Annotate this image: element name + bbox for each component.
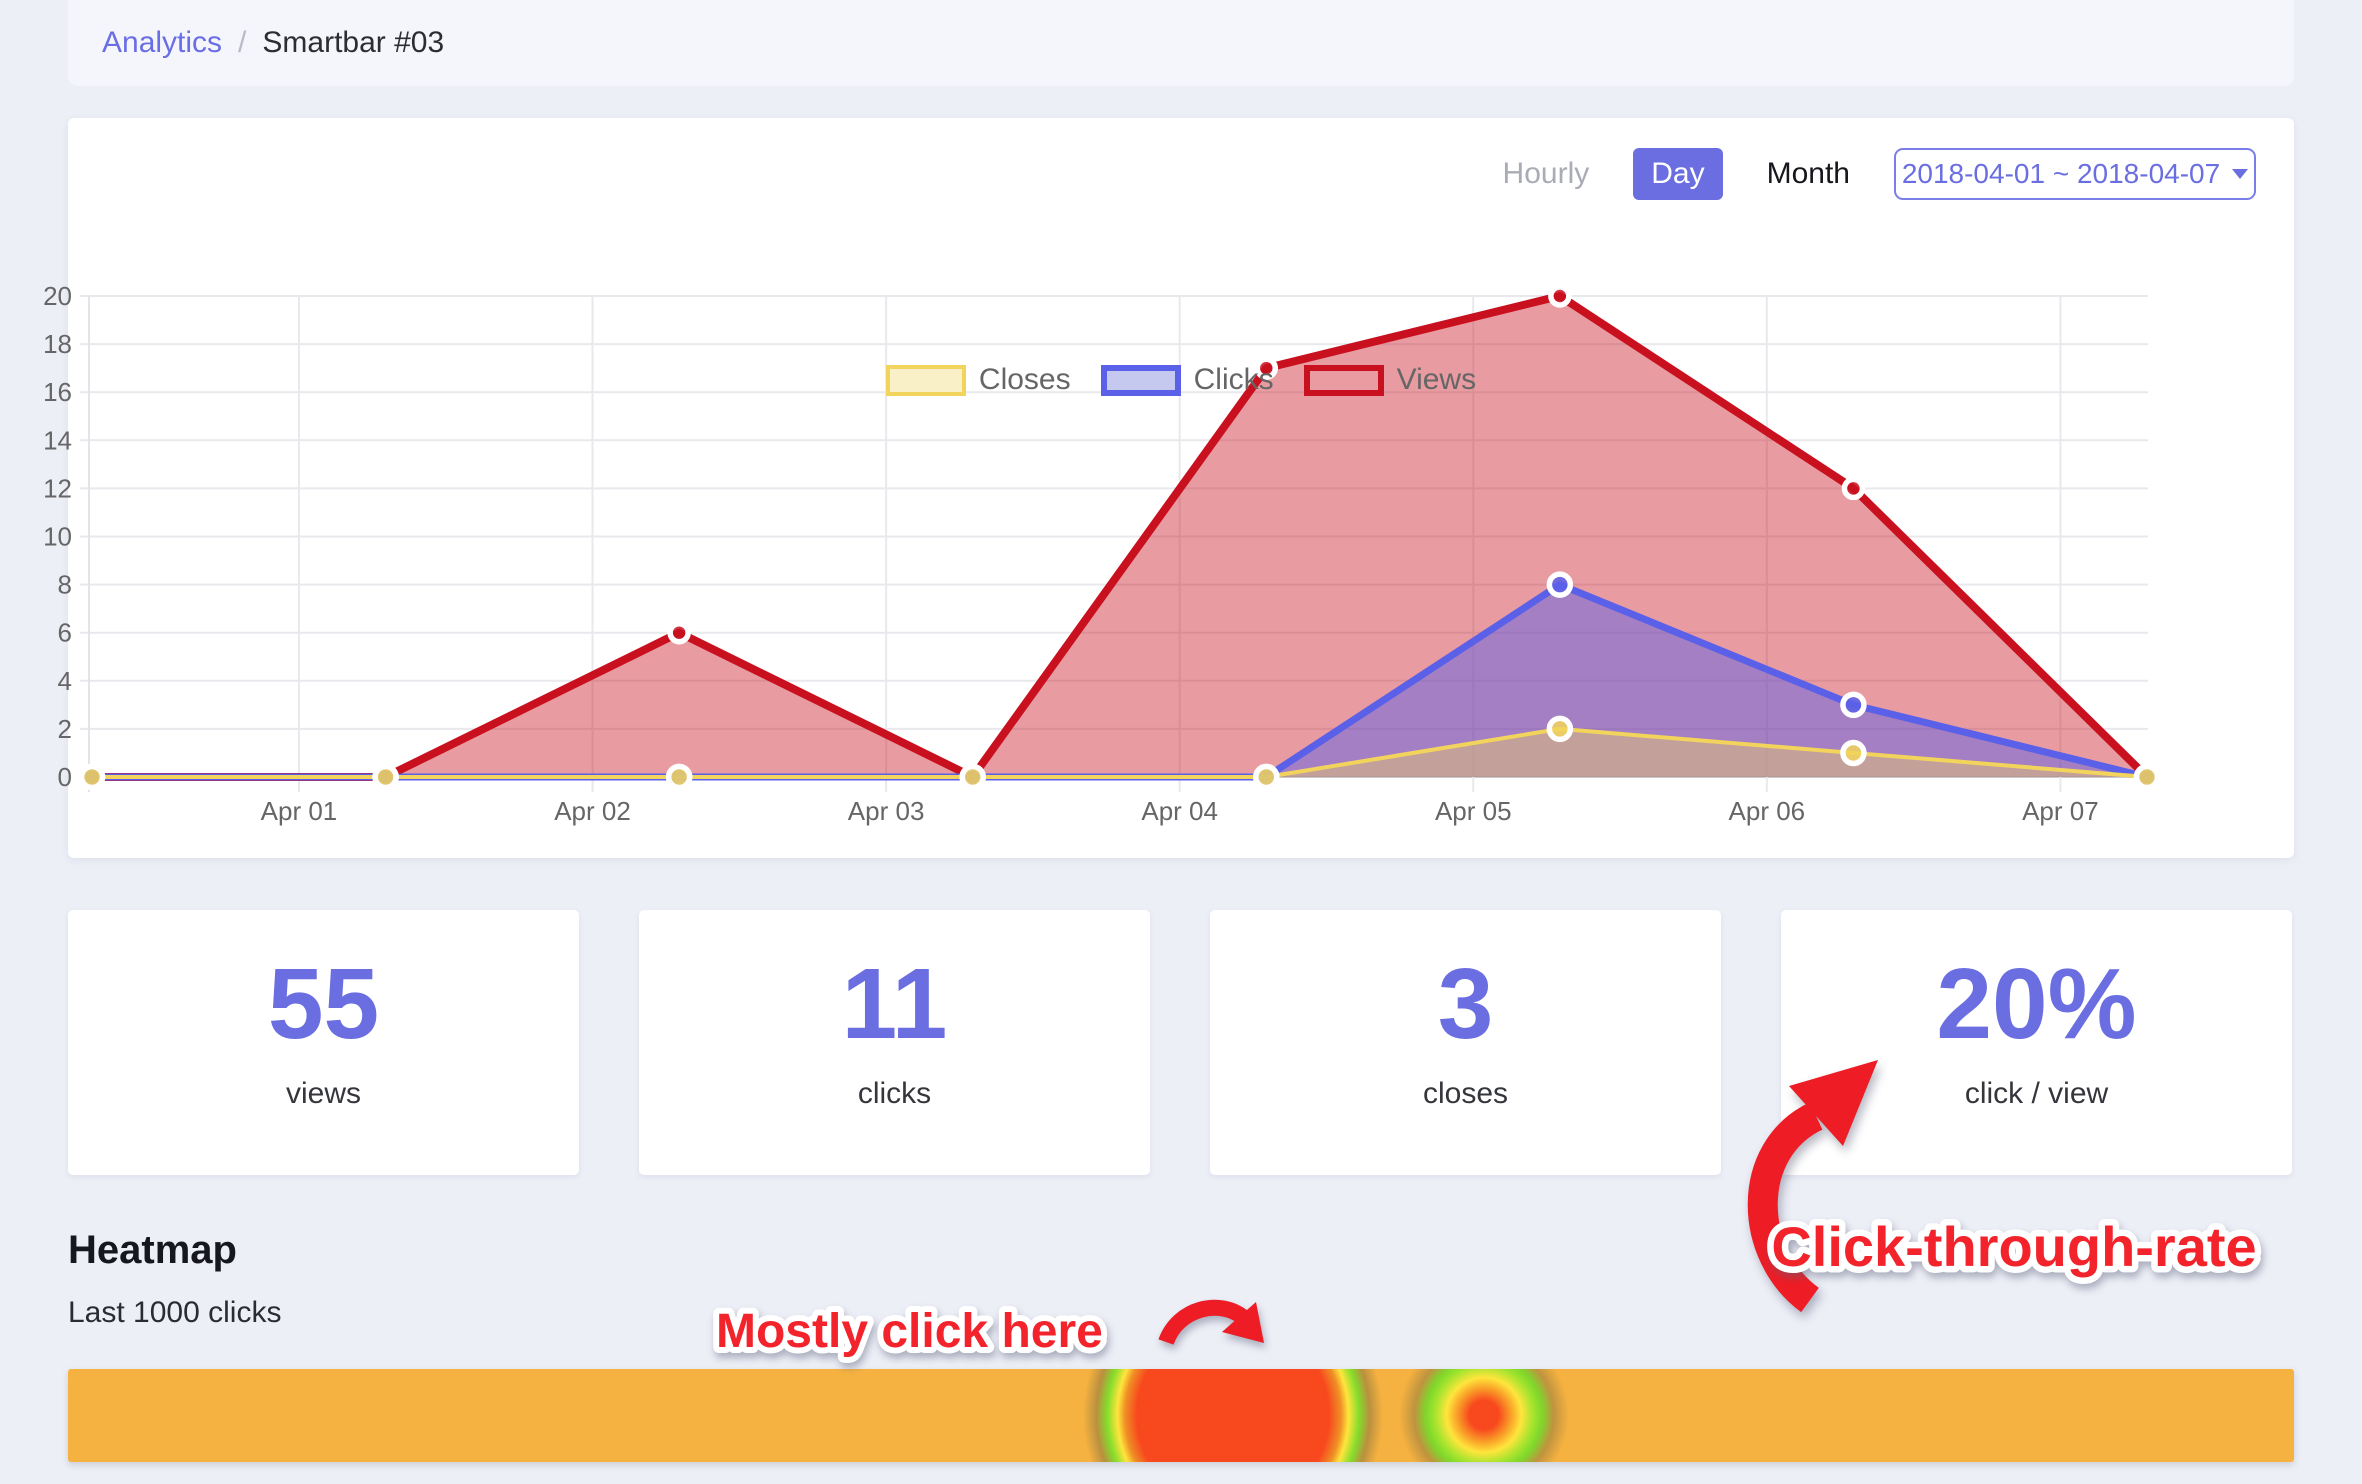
mostly-click-arrowhead-icon: [1222, 1302, 1264, 1343]
breadcrumb-link-analytics[interactable]: Analytics: [102, 26, 223, 59]
click-through-rate-annotation: Click-through-rate: [1771, 1215, 2256, 1278]
date-range-value: 2018-04-01 ~ 2018-04-07: [1901, 158, 2221, 189]
svg-text:4: 4: [58, 666, 72, 696]
svg-text:20: 20: [43, 281, 72, 311]
stats-row: 55 views 11 clicks 3 closes 20% click / …: [68, 910, 2294, 1175]
svg-text:Apr 03: Apr 03: [848, 796, 925, 826]
legend-label-views: Views: [1396, 363, 1477, 396]
svg-text:Apr 05: Apr 05: [1435, 796, 1512, 826]
closes-label: closes: [1422, 1077, 1509, 1110]
chevron-down-icon: [2232, 169, 2249, 179]
views-count: 55: [267, 948, 380, 1060]
svg-text:12: 12: [43, 473, 72, 503]
views-label: views: [285, 1077, 361, 1110]
svg-text:Apr 07: Apr 07: [2022, 796, 2099, 826]
legend-label-clicks: Clicks: [1193, 363, 1274, 396]
legend-swatch-views: [1303, 364, 1384, 396]
heatmap-hotspot-large: [1083, 1369, 1383, 1462]
svg-text:16: 16: [43, 377, 72, 407]
stat-card-ctr: 20% click / view: [1781, 910, 2292, 1175]
ctr-label: click / view: [1964, 1077, 2109, 1110]
granularity-controls: Hourly Day Month 2018-04-01 ~ 2018-04-07: [1485, 148, 2256, 200]
svg-text:6: 6: [58, 618, 72, 648]
svg-text:Apr 06: Apr 06: [1729, 796, 1806, 826]
granularity-month-button[interactable]: Month: [1749, 148, 1868, 200]
svg-text:Apr 01: Apr 01: [261, 796, 338, 826]
legend-item-clicks[interactable]: Clicks: [1100, 363, 1274, 397]
legend-label-closes: Closes: [978, 363, 1071, 396]
granularity-day-button[interactable]: Day: [1633, 148, 1723, 200]
granularity-hourly-button[interactable]: Hourly: [1485, 148, 1608, 200]
closes-count: 3: [1437, 948, 1494, 1060]
svg-text:Apr 04: Apr 04: [1141, 796, 1218, 826]
analytics-chart: 0 2 4 6 8 10 12 14 16 18 20 Apr 01 Apr 02 Apr 03 Apr 0…: [43, 281, 2161, 826]
heatmap-title: Heatmap: [68, 1228, 237, 1272]
clicks-label: clicks: [857, 1077, 932, 1110]
breadcrumb-current-page: Smartbar #03: [262, 26, 445, 59]
svg-text:8: 8: [58, 570, 72, 600]
svg-text:2: 2: [58, 714, 72, 744]
mostly-click-arrow-icon: [1158, 1299, 1250, 1346]
svg-text:Apr 02: Apr 02: [554, 796, 631, 826]
chart-legend: Closes Clicks Views: [68, 363, 2294, 397]
heatmap-subtitle: Last 1000 clicks: [68, 1296, 282, 1329]
breadcrumb: Analytics / Smartbar #03: [68, 0, 2294, 86]
legend-item-closes[interactable]: Closes: [885, 363, 1071, 397]
svg-text:18: 18: [43, 329, 72, 359]
mostly-click-here-annotation: Mostly click here: [716, 1305, 1103, 1358]
svg-text:14: 14: [43, 425, 72, 455]
clicks-count: 11: [841, 948, 948, 1060]
stat-card-closes: 3 closes: [1210, 910, 1721, 1175]
heatmap-hotspot-small: [1399, 1369, 1569, 1462]
breadcrumb-separator: /: [238, 26, 247, 59]
legend-item-views[interactable]: Views: [1303, 363, 1477, 397]
stat-card-views: 55 views: [68, 910, 579, 1175]
svg-text:10: 10: [43, 522, 72, 552]
heatmap-bar: [68, 1369, 2294, 1462]
stat-card-clicks: 11 clicks: [639, 910, 1150, 1175]
legend-swatch-clicks: [1100, 364, 1181, 396]
legend-swatch-closes: [885, 364, 966, 396]
ctr-value: 20%: [1936, 948, 2137, 1060]
date-range-button[interactable]: 2018-04-01 ~ 2018-04-07: [1894, 148, 2256, 200]
svg-text:0: 0: [58, 762, 72, 792]
